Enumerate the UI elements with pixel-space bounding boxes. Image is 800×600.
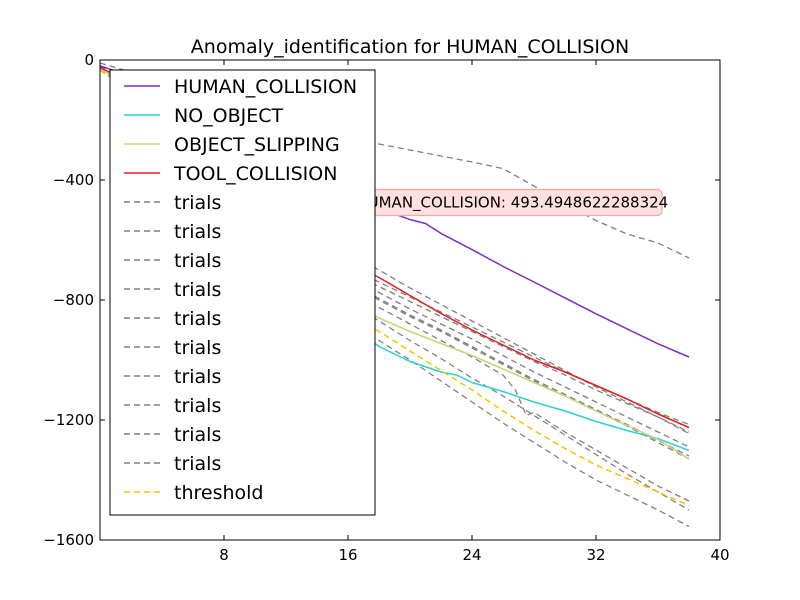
legend-label: trials xyxy=(174,453,221,475)
x-tick-label: 8 xyxy=(219,546,229,564)
legend-label: trials xyxy=(174,308,221,330)
legend-label: HUMAN_COLLISION xyxy=(174,76,357,98)
chart-title: Anomaly_identification for HUMAN_COLLISI… xyxy=(191,36,629,58)
y-tick-label: −1600 xyxy=(43,531,94,549)
legend-label: trials xyxy=(174,279,221,301)
x-tick-label: 32 xyxy=(586,546,605,564)
legend-label: threshold xyxy=(174,482,263,504)
legend-label: trials xyxy=(174,250,221,272)
legend-label: trials xyxy=(174,337,221,359)
legend-label: trials xyxy=(174,221,221,243)
legend-label: trials xyxy=(174,366,221,388)
axes: 8 16 24 32 40 0 −400 −800 −1200 −1600 xyxy=(43,51,729,564)
annotation-label: HUMAN_COLLISION: 493.4948622288324 xyxy=(356,194,668,213)
legend-label: trials xyxy=(174,192,221,214)
x-tick-label: 40 xyxy=(710,546,729,564)
legend-label: OBJECT_SLIPPING xyxy=(174,134,340,156)
legend-label: trials xyxy=(174,395,221,417)
x-tick-label: 24 xyxy=(462,546,481,564)
legend-label: trials xyxy=(174,424,221,446)
x-tick-label: 16 xyxy=(338,546,357,564)
y-tick-label: −800 xyxy=(53,291,94,309)
y-tick-label: 0 xyxy=(84,51,94,69)
legend-label: NO_OBJECT xyxy=(174,105,284,127)
legend-label: TOOL_COLLISION xyxy=(173,163,337,185)
y-tick-label: −400 xyxy=(53,171,94,189)
y-tick-label: −1200 xyxy=(43,411,94,429)
legend: HUMAN_COLLISION NO_OBJECT OBJECT_SLIPPING T… xyxy=(109,69,376,516)
